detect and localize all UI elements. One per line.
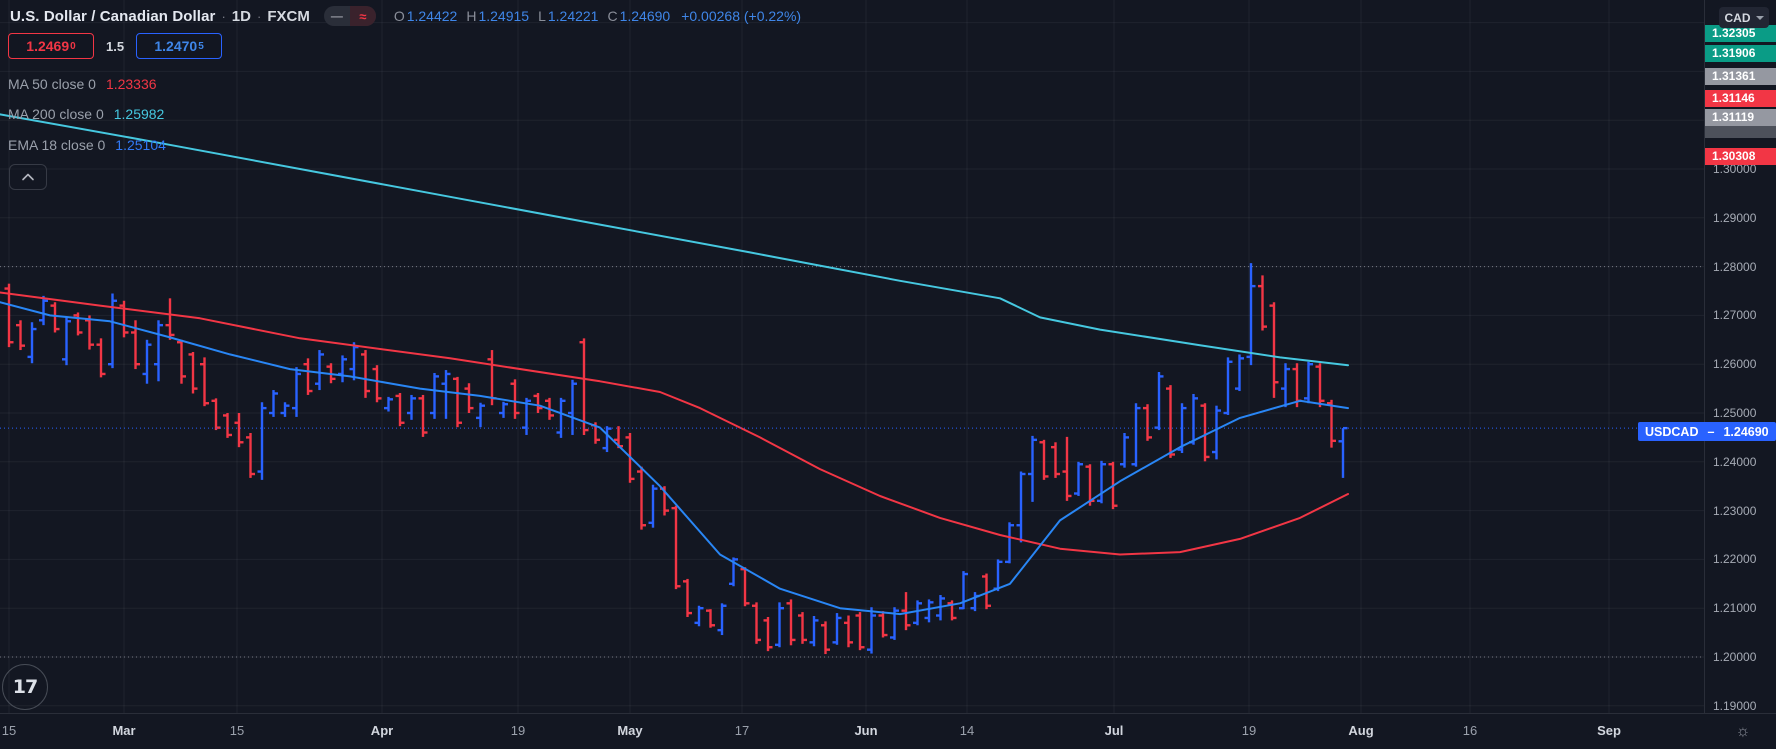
chart-canvas[interactable] [0,0,1704,713]
price-level-label: 1.30308 [1705,147,1776,165]
indicator-ema18[interactable]: EMA 18 close 0 1.25104 [8,137,166,153]
time-tick-label: Apr [370,723,394,738]
indicator-ma50-value: 1.23336 [105,76,157,92]
sell-button[interactable]: 1.2469 0 [8,33,94,59]
indicator-ma50[interactable]: MA 50 close 0 1.23336 [8,76,157,92]
time-tick-label: 16 [1462,723,1478,738]
time-tick-label: Mar [112,723,136,738]
time-tick-label: Jun [854,723,878,738]
delayed-data-badge[interactable]: — ≈ [323,6,376,26]
ask-price: 1.2470 [154,38,198,54]
indicator-ma200-label: MA 200 close 0 [8,106,104,122]
ma-line-ma200 [0,113,1349,367]
high-label: H [466,8,477,24]
indicator-ema18-value: 1.25104 [115,137,166,153]
change-value: +0.00268 (+0.22%) [681,8,802,24]
bid-ask-row: 1.2469 0 1.5 1.2470 5 [8,33,223,59]
chevron-down-icon [1755,15,1764,20]
price-tick-label: 1.24000 [1713,454,1757,469]
ask-price-sup: 5 [198,40,204,52]
exchange-label[interactable]: FXCM [267,7,310,25]
tradingview-logo[interactable]: 17 [2,664,48,710]
tradingview-logo-glyph: 17 [12,676,38,698]
price-axis[interactable]: 1.30000 1.29000 1.28000 1.27000 1.26000 1.250… [1704,0,1776,749]
price-tick-label: 1.27000 [1713,308,1757,323]
price-tick-label: 1.19000 [1713,698,1757,713]
time-tick-label: Sep [1597,723,1621,738]
title-separator: · [221,8,226,24]
collapse-indicators-button[interactable] [9,164,47,190]
open-value: 1.24422 [406,8,458,24]
high-value: 1.24915 [478,8,530,24]
price-tick-label: 1.28000 [1713,259,1757,274]
ma-line-ma50 [0,291,1349,556]
currency-label: CAD [1724,10,1751,25]
approx-delay-icon: ≈ [349,6,376,26]
indicator-ma200[interactable]: MA 200 close 0 1.25982 [8,106,164,122]
time-axis[interactable]: 15 Mar 15 Apr 19 May 17 Jun 14 Jul 19 Aug 16 Sep ☼ [0,713,1776,749]
indicator-ma50-label: MA 50 close 0 [8,76,96,92]
time-tick-label: 15 [1,723,17,738]
ohlc-readout: O 1.24422 H 1.24915 L 1.24221 C 1.24690 … [394,8,801,24]
theme-sun-icon[interactable]: ☼ [1735,723,1751,740]
minus-icon: — [330,9,343,23]
time-tick-label: 19 [510,723,526,738]
price-tick-label: 1.29000 [1713,210,1757,225]
close-label: C [607,8,618,24]
time-tick-label: Aug [1348,723,1374,738]
symbol-header: U.S. Dollar / Canadian Dollar · 1D · FXC… [10,5,801,27]
open-label: O [393,8,405,24]
price-tick-label: 1.21000 [1713,601,1757,616]
low-value: 1.24221 [547,8,599,24]
time-tick-label: 15 [229,723,245,738]
time-tick-label: May [617,723,643,738]
buy-button[interactable]: 1.2470 5 [136,33,223,59]
price-tick-label: 1.25000 [1713,406,1757,420]
current-price-dash: – [1707,424,1715,439]
indicator-ema18-label: EMA 18 close 0 [8,137,106,153]
current-price-label: USDCAD – 1.24690 [1638,422,1776,441]
price-level-label: 1.31119 [1705,108,1776,126]
price-tick-label: 1.22000 [1713,552,1757,567]
price-level-label: 1.31906 [1705,44,1776,62]
price-tick-label: 1.30000 [1713,162,1757,176]
current-price-value: 1.24690 [1723,424,1769,439]
title-separator: · [256,8,262,24]
price-level-label: 1.32305 [1705,24,1776,42]
ma-line-ema18 [0,301,1349,616]
symbol-title[interactable]: U.S. Dollar / Canadian Dollar [10,7,216,25]
time-tick-label: Jul [1104,723,1124,738]
price-tick-label: 1.26000 [1713,357,1757,372]
time-tick-label: 19 [1241,723,1257,738]
close-value: 1.24690 [619,8,671,24]
bid-price-sup: 0 [70,40,76,52]
price-level-label: 1.31146 [1705,89,1776,107]
time-tick-label: 14 [959,723,975,738]
current-price-symbol: USDCAD [1645,424,1699,439]
currency-unit-button[interactable]: CAD [1719,7,1769,28]
indicator-ma200-value: 1.25982 [113,106,165,122]
chevron-up-icon [22,173,34,181]
bid-price: 1.2469 [26,38,70,54]
price-level-label: 1.31361 [1705,67,1776,85]
low-label: L [538,8,546,24]
price-tick-label: 1.23000 [1713,503,1757,518]
time-tick-label: 17 [734,723,750,738]
price-level-label-occluded [1705,124,1776,138]
interval-label[interactable]: 1D [231,7,251,25]
price-tick-label: 1.20000 [1713,650,1757,664]
spread-value: 1.5 [106,38,125,54]
